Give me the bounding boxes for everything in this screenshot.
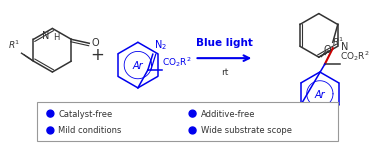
Text: $R^1$: $R^1$ xyxy=(332,36,344,48)
Text: CO$_2$R$^2$: CO$_2$R$^2$ xyxy=(162,55,191,69)
Text: Ar: Ar xyxy=(133,61,143,71)
Text: N$_2$: N$_2$ xyxy=(154,38,167,52)
Text: CO$_2$R$^2$: CO$_2$R$^2$ xyxy=(340,49,369,63)
Circle shape xyxy=(189,127,196,134)
Circle shape xyxy=(189,110,196,117)
Text: N: N xyxy=(42,31,50,41)
Text: Mild conditions: Mild conditions xyxy=(58,126,122,135)
Text: Additive-free: Additive-free xyxy=(200,110,255,119)
Text: Wide substrate scope: Wide substrate scope xyxy=(200,126,291,135)
Circle shape xyxy=(47,127,54,134)
Text: O: O xyxy=(323,45,331,55)
FancyBboxPatch shape xyxy=(37,102,338,141)
Text: H: H xyxy=(53,33,60,42)
Text: N: N xyxy=(341,42,348,52)
Text: O: O xyxy=(91,38,99,48)
Text: Ar: Ar xyxy=(314,90,325,100)
Circle shape xyxy=(47,110,54,117)
Text: $R^1$: $R^1$ xyxy=(8,39,20,51)
Text: +: + xyxy=(90,46,104,64)
Text: rt: rt xyxy=(221,68,228,77)
Text: Blue light: Blue light xyxy=(196,38,253,48)
Text: Catalyst-free: Catalyst-free xyxy=(58,110,113,119)
